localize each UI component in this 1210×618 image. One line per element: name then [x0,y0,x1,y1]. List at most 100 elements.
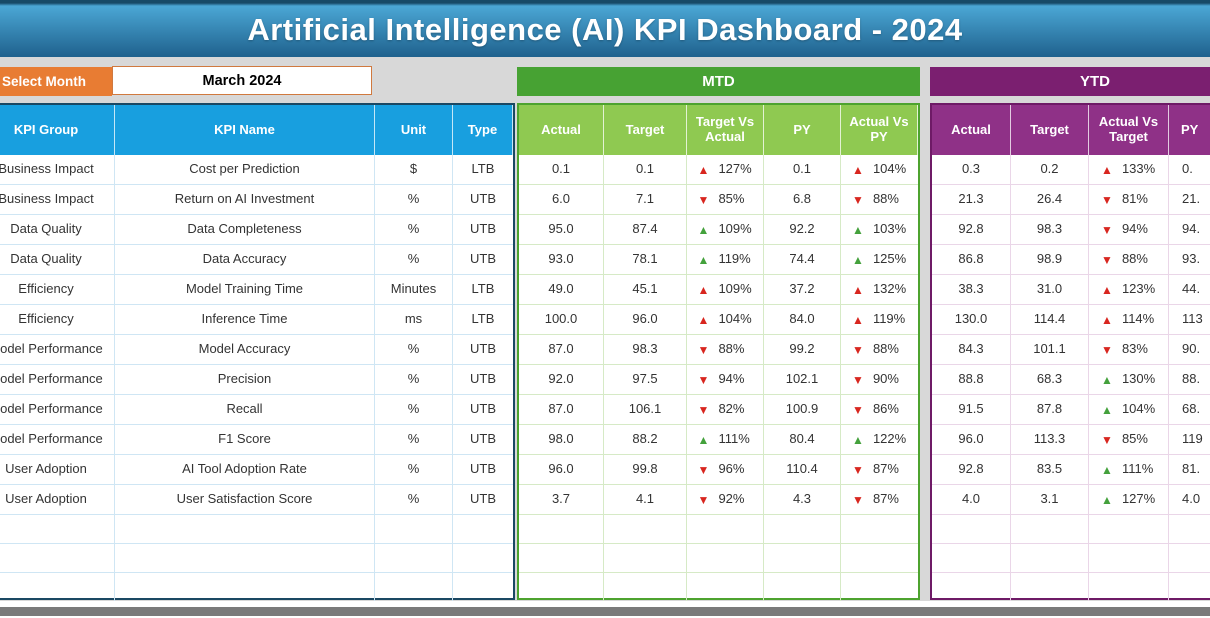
cell-unit[interactable]: % [375,485,453,515]
cell-unit[interactable]: Minutes [375,275,453,305]
cell-ytd-target[interactable]: 0.2 [1011,155,1089,185]
cell-kpi-name[interactable]: Data Completeness [115,215,375,245]
cell-unit[interactable]: ms [375,305,453,335]
cell-ytd-py[interactable]: 113 [1169,305,1210,335]
cell-mtd-target-vs-actual[interactable]: ▼ 85% [687,185,764,215]
empty-cell[interactable] [1011,515,1089,544]
cell-ytd-actual[interactable]: 38.3 [932,275,1011,305]
cell-ytd-target[interactable]: 98.9 [1011,245,1089,275]
cell-ytd-actual[interactable]: 96.0 [932,425,1011,455]
cell-kpi-name[interactable]: Precision [115,365,375,395]
cell-ytd-actual[interactable]: 91.5 [932,395,1011,425]
cell-mtd-actual[interactable]: 100.0 [519,305,604,335]
cell-mtd-py[interactable]: 102.1 [764,365,841,395]
empty-cell[interactable] [375,573,453,602]
cell-mtd-target-vs-actual[interactable]: ▼ 94% [687,365,764,395]
cell-mtd-target[interactable]: 87.4 [604,215,687,245]
cell-ytd-target[interactable]: 26.4 [1011,185,1089,215]
cell-kpi-group[interactable]: Efficiency [0,275,115,305]
cell-mtd-py[interactable]: 6.8 [764,185,841,215]
cell-mtd-py[interactable]: 110.4 [764,455,841,485]
cell-type[interactable]: LTB [453,305,513,335]
cell-ytd-target[interactable]: 87.8 [1011,395,1089,425]
cell-ytd-py[interactable]: 0. [1169,155,1210,185]
empty-cell[interactable] [932,573,1011,602]
cell-ytd-actual-vs-target[interactable]: ▲ 123% [1089,275,1169,305]
cell-mtd-target[interactable]: 99.8 [604,455,687,485]
cell-ytd-actual-vs-target[interactable]: ▲ 111% [1089,455,1169,485]
cell-mtd-target[interactable]: 4.1 [604,485,687,515]
cell-mtd-target-vs-actual[interactable]: ▼ 96% [687,455,764,485]
cell-mtd-target-vs-actual[interactable]: ▲ 119% [687,245,764,275]
empty-cell[interactable] [1011,544,1089,573]
cell-mtd-actual[interactable]: 98.0 [519,425,604,455]
empty-cell[interactable] [453,573,513,602]
cell-unit[interactable]: % [375,455,453,485]
cell-mtd-target[interactable]: 7.1 [604,185,687,215]
cell-mtd-actual[interactable]: 92.0 [519,365,604,395]
cell-ytd-actual[interactable]: 86.8 [932,245,1011,275]
cell-mtd-py[interactable]: 4.3 [764,485,841,515]
cell-ytd-actual-vs-target[interactable]: ▼ 88% [1089,245,1169,275]
cell-ytd-actual-vs-target[interactable]: ▼ 85% [1089,425,1169,455]
cell-mtd-actual[interactable]: 95.0 [519,215,604,245]
cell-mtd-actual-vs-py[interactable]: ▼ 90% [841,365,918,395]
cell-ytd-actual-vs-target[interactable]: ▼ 83% [1089,335,1169,365]
cell-mtd-target-vs-actual[interactable]: ▼ 82% [687,395,764,425]
empty-cell[interactable] [1089,515,1169,544]
cell-ytd-py[interactable]: 4.0 [1169,485,1210,515]
empty-cell[interactable] [1169,573,1210,602]
cell-mtd-py[interactable]: 37.2 [764,275,841,305]
cell-ytd-actual[interactable]: 4.0 [932,485,1011,515]
cell-mtd-target-vs-actual[interactable]: ▲ 109% [687,215,764,245]
cell-mtd-actual-vs-py[interactable]: ▲ 122% [841,425,918,455]
cell-kpi-group[interactable]: Model Performance [0,425,115,455]
empty-cell[interactable] [519,544,604,573]
empty-cell[interactable] [932,544,1011,573]
cell-ytd-py[interactable]: 93. [1169,245,1210,275]
cell-ytd-actual[interactable]: 92.8 [932,455,1011,485]
cell-kpi-group[interactable]: User Adoption [0,485,115,515]
empty-cell[interactable] [687,573,764,602]
cell-mtd-actual-vs-py[interactable]: ▲ 132% [841,275,918,305]
cell-kpi-group[interactable]: Data Quality [0,245,115,275]
cell-mtd-target[interactable]: 78.1 [604,245,687,275]
cell-kpi-group[interactable]: Efficiency [0,305,115,335]
cell-type[interactable]: UTB [453,185,513,215]
cell-mtd-actual-vs-py[interactable]: ▼ 87% [841,485,918,515]
cell-mtd-target-vs-actual[interactable]: ▼ 88% [687,335,764,365]
cell-type[interactable]: UTB [453,395,513,425]
cell-ytd-py[interactable]: 88. [1169,365,1210,395]
empty-cell[interactable] [764,515,841,544]
cell-mtd-actual-vs-py[interactable]: ▲ 119% [841,305,918,335]
empty-cell[interactable] [375,544,453,573]
cell-unit[interactable]: $ [375,155,453,185]
cell-mtd-target[interactable]: 98.3 [604,335,687,365]
empty-cell[interactable] [453,544,513,573]
cell-type[interactable]: UTB [453,425,513,455]
cell-mtd-py[interactable]: 80.4 [764,425,841,455]
cell-kpi-group[interactable]: User Adoption [0,455,115,485]
cell-mtd-actual[interactable]: 3.7 [519,485,604,515]
cell-unit[interactable]: % [375,425,453,455]
empty-cell[interactable] [0,544,115,573]
month-value-box[interactable]: March 2024 [112,66,372,95]
empty-cell[interactable] [0,573,115,602]
cell-ytd-target[interactable]: 114.4 [1011,305,1089,335]
cell-ytd-actual-vs-target[interactable]: ▲ 130% [1089,365,1169,395]
cell-ytd-target[interactable]: 113.3 [1011,425,1089,455]
cell-mtd-target[interactable]: 45.1 [604,275,687,305]
cell-kpi-group[interactable]: Business Impact [0,185,115,215]
cell-ytd-actual[interactable]: 130.0 [932,305,1011,335]
cell-mtd-actual-vs-py[interactable]: ▼ 88% [841,185,918,215]
empty-cell[interactable] [687,544,764,573]
cell-mtd-actual-vs-py[interactable]: ▲ 104% [841,155,918,185]
cell-kpi-group[interactable]: Data Quality [0,215,115,245]
cell-ytd-actual[interactable]: 84.3 [932,335,1011,365]
empty-cell[interactable] [1089,573,1169,602]
cell-ytd-actual-vs-target[interactable]: ▼ 94% [1089,215,1169,245]
cell-ytd-actual-vs-target[interactable]: ▲ 133% [1089,155,1169,185]
cell-mtd-target[interactable]: 97.5 [604,365,687,395]
empty-cell[interactable] [1011,573,1089,602]
empty-cell[interactable] [453,515,513,544]
